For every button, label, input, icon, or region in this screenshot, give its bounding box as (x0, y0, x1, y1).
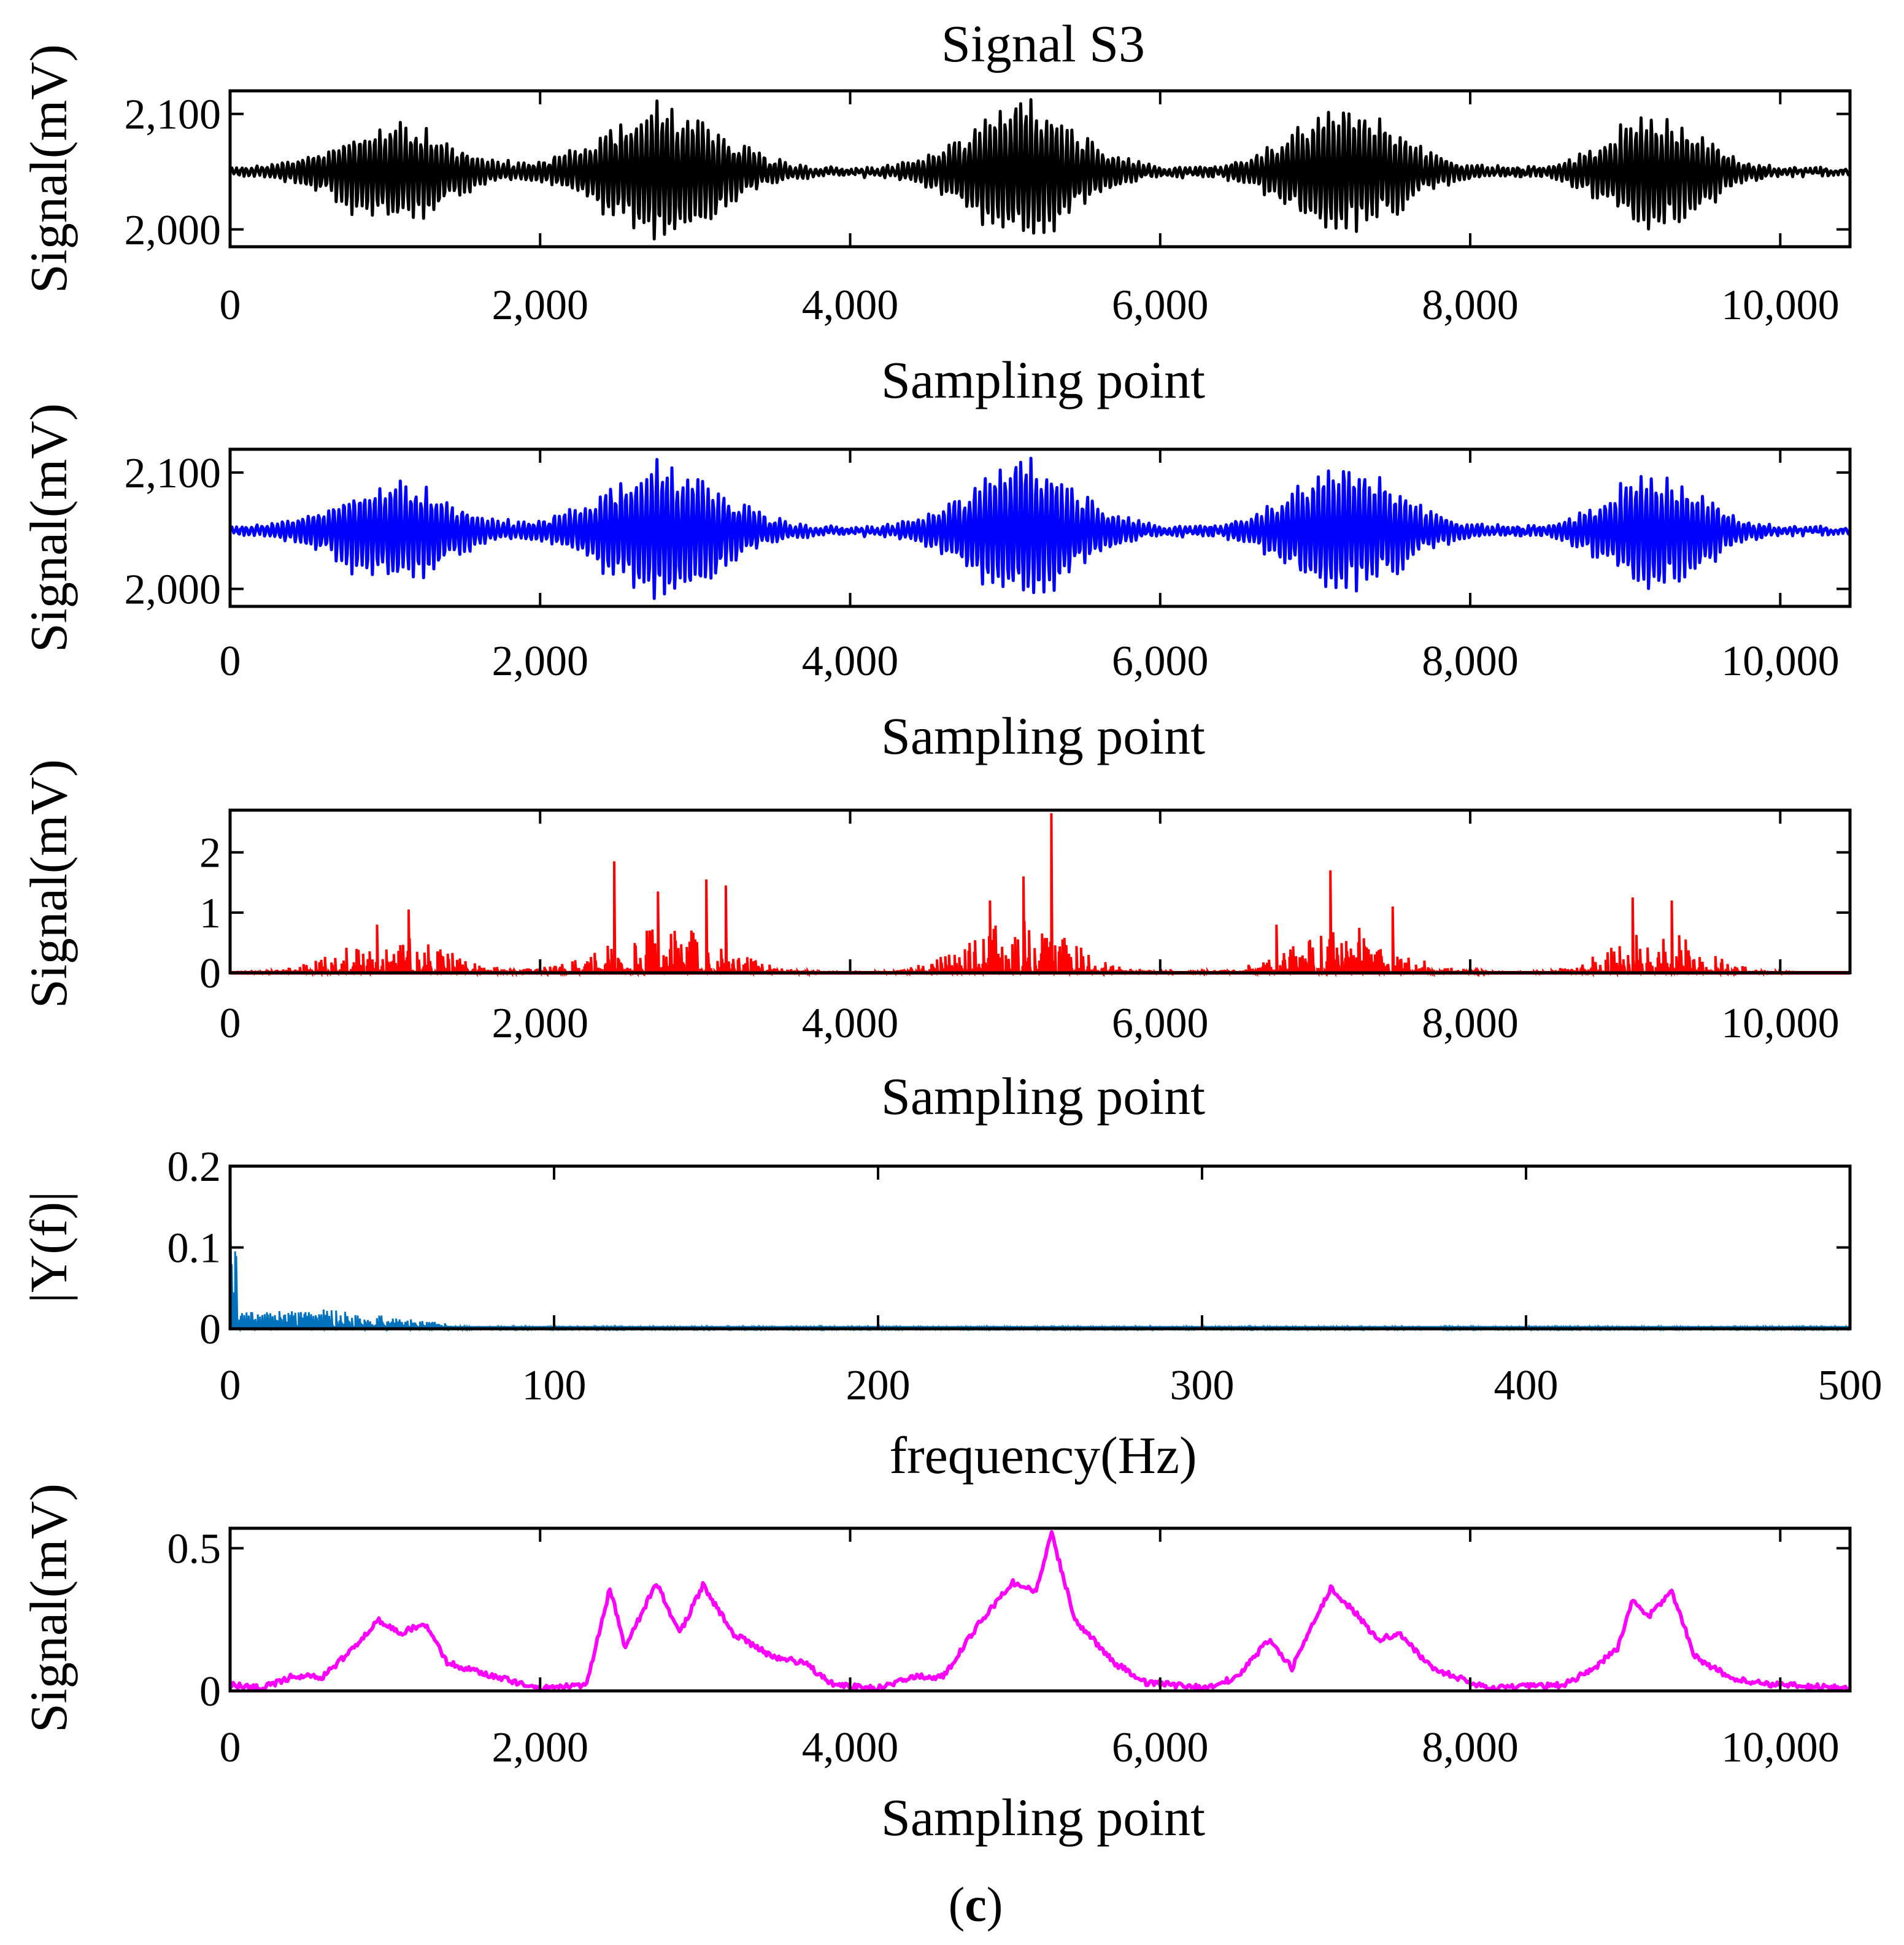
plot-frame (228, 1164, 1852, 1331)
tick-group: 0 2,000 4,000 6,000 8,000 10,000 0 0.5 (168, 1526, 1850, 1771)
y-tick-label: 0 (199, 1668, 221, 1715)
plot-frame (228, 447, 1852, 608)
x-tick-label: 2,000 (492, 282, 589, 329)
y-tick-label: 2,100 (125, 91, 222, 139)
tick-group: 0 2,000 4,000 6,000 8,000 10,000 2,000 2,100 (125, 449, 1850, 685)
x-tick-label: 400 (1494, 1362, 1559, 1409)
series-line (229, 1530, 1851, 1693)
x-tick-label: 200 (846, 1362, 911, 1409)
y-tick-label: 0.5 (168, 1526, 222, 1573)
x-tick-label: 6,000 (1112, 638, 1209, 685)
y-axis-label: |Y(f)| (19, 1191, 78, 1303)
x-tick-label: 8,000 (1422, 638, 1519, 685)
x-axis-label: Sampling point (881, 706, 1205, 765)
signal-line (228, 98, 1851, 241)
panel-1: Signal S3 0 2,000 4,000 6,000 8,000 10,000 2,0… (19, 14, 1852, 409)
tick-group: 0 100 200 300 400 500 0 0.1 0.2 (168, 1143, 1883, 1409)
spectrum-line (229, 1166, 1851, 1332)
series-line (228, 457, 1851, 600)
x-tick-label: 10,000 (1721, 1724, 1840, 1771)
caption-open: ( (949, 1878, 965, 1932)
x-tick-label: 100 (522, 1362, 587, 1409)
y-tick-label: 2 (199, 830, 221, 877)
figure-caption: (c) (949, 1878, 1003, 1932)
x-tick-label: 6,000 (1112, 1724, 1209, 1771)
plot-frame (228, 89, 1852, 249)
signal-line (228, 457, 1851, 600)
y-tick-label: 1 (199, 890, 221, 937)
y-axis-label: Signal(mV) (19, 759, 78, 1008)
plot-frame (228, 1526, 1852, 1693)
x-tick-label: 10,000 (1721, 1000, 1840, 1047)
x-tick-label: 500 (1818, 1362, 1883, 1409)
x-tick-label: 4,000 (802, 1724, 899, 1771)
panel-5: 0 2,000 4,000 6,000 8,000 10,000 0 0.5 Signal(m… (19, 1483, 1852, 1847)
x-axis-label: Sampling point (881, 1788, 1205, 1847)
x-tick-label: 0 (220, 1000, 241, 1047)
x-tick-label: 0 (220, 1724, 241, 1771)
x-axis-label: frequency(Hz) (889, 1426, 1197, 1485)
panel-3: 0 2,000 4,000 6,000 8,000 10,000 0 1 2 Signal(mV… (19, 759, 1852, 1126)
series-line (229, 1166, 1851, 1332)
caption-letter: c (965, 1878, 987, 1932)
x-tick-label: 10,000 (1721, 638, 1840, 685)
y-axis-label: Signal(mV) (19, 1483, 78, 1733)
panel-4: 0 100 200 300 400 500 0 0.1 0.2 |Y(f)| frequency… (19, 1143, 1883, 1485)
x-tick-label: 0 (220, 1362, 241, 1409)
x-tick-label: 10,000 (1721, 282, 1840, 329)
y-axis-label: Signal(mV) (19, 44, 78, 293)
envelope-line (229, 1530, 1851, 1693)
y-tick-label: 2,100 (125, 450, 222, 497)
x-tick-label: 4,000 (802, 282, 899, 329)
y-tick-label: 0.2 (168, 1143, 222, 1191)
x-tick-label: 6,000 (1112, 282, 1209, 329)
x-tick-label: 6,000 (1112, 1000, 1209, 1047)
y-tick-label: 0 (199, 950, 221, 997)
x-tick-label: 8,000 (1422, 1724, 1519, 1771)
panel-2: 0 2,000 4,000 6,000 8,000 10,000 2,000 2,100 Si… (19, 403, 1852, 765)
x-axis-label: Sampling point (881, 350, 1205, 409)
y-axis-label: Signal(mV) (19, 403, 78, 652)
y-tick-label: 0.1 (168, 1225, 222, 1272)
tick-group: 0 2,000 4,000 6,000 8,000 10,000 2,000 2,100 (125, 91, 1850, 329)
y-tick-label: 2,000 (125, 207, 222, 254)
x-tick-label: 2,000 (492, 638, 589, 685)
x-axis-label: Sampling point (881, 1067, 1205, 1126)
y-tick-label: 0 (199, 1306, 221, 1353)
x-tick-label: 4,000 (802, 638, 899, 685)
chart-title: Signal S3 (941, 14, 1145, 73)
x-tick-label: 0 (220, 638, 241, 685)
x-tick-label: 2,000 (492, 1000, 589, 1047)
x-tick-label: 8,000 (1422, 282, 1519, 329)
series-line (229, 813, 1850, 978)
x-tick-label: 2,000 (492, 1724, 589, 1771)
x-tick-label: 300 (1170, 1362, 1235, 1409)
plot-frame (228, 808, 1852, 975)
x-tick-label: 4,000 (802, 1000, 899, 1047)
series-line (228, 98, 1851, 241)
x-tick-label: 0 (220, 282, 241, 329)
x-tick-label: 8,000 (1422, 1000, 1519, 1047)
tick-group: 0 2,000 4,000 6,000 8,000 10,000 0 1 2 (199, 810, 1850, 1047)
y-tick-label: 2,000 (125, 566, 222, 614)
caption-close: ) (987, 1878, 1003, 1932)
signal-line (229, 813, 1849, 978)
